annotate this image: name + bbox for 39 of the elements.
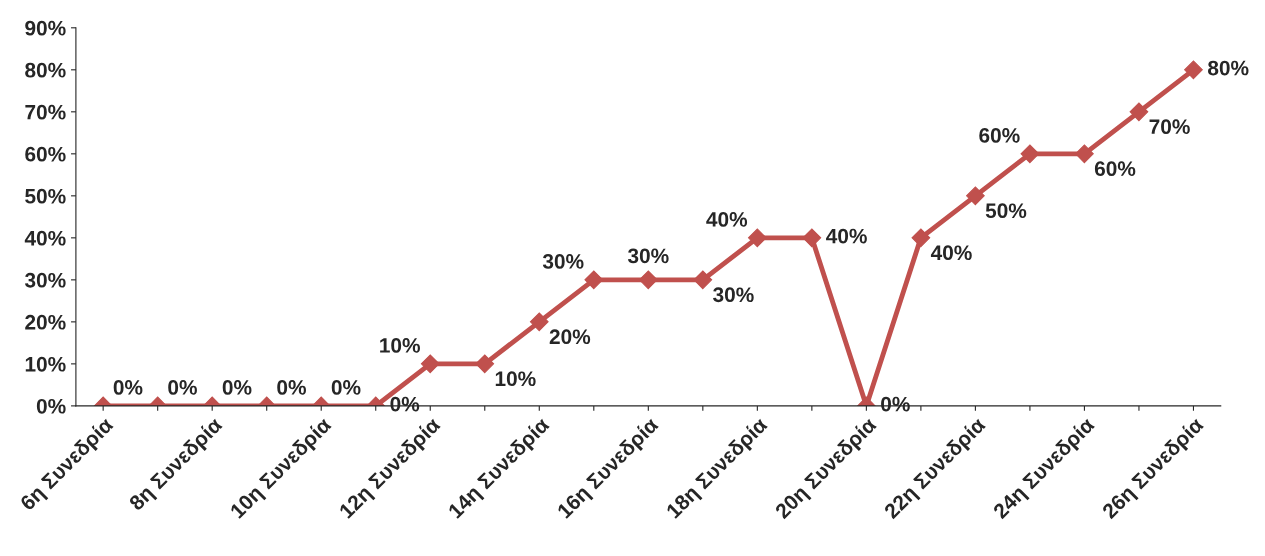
data-label: 80%: [1208, 60, 1249, 76]
data-label: 10%: [380, 338, 420, 353]
y-tick-label: 10%: [25, 356, 66, 372]
data-label: 10%: [495, 371, 536, 387]
data-label: 0%: [277, 380, 306, 395]
y-tick-label: 20%: [25, 314, 66, 330]
data-label: 40%: [826, 228, 867, 244]
y-tick-label: 60%: [25, 146, 66, 162]
point: [747, 228, 767, 248]
y-tick-label: 90%: [25, 20, 66, 36]
data-label: 40%: [930, 245, 972, 261]
point: [966, 186, 985, 206]
data-label: 0%: [113, 380, 143, 395]
data-label: 0%: [222, 380, 252, 395]
data-label: 40%: [706, 212, 748, 227]
point: [1129, 102, 1149, 122]
y-tick-label: 40%: [24, 230, 66, 246]
point: [638, 270, 658, 290]
y-tick-label: 50%: [25, 188, 66, 204]
data-label: 20%: [549, 329, 591, 345]
point: [693, 270, 713, 290]
data-label: 60%: [1094, 161, 1136, 177]
point: [1075, 144, 1094, 164]
data-label: 30%: [713, 287, 754, 303]
data-label: 0%: [168, 380, 197, 395]
data-label: 60%: [979, 128, 1020, 143]
y-tick-label: 30%: [24, 272, 66, 288]
point: [1020, 144, 1040, 164]
data-label: 0%: [331, 380, 361, 395]
data-label: 30%: [627, 248, 669, 264]
y-tick-label: 0%: [36, 398, 66, 414]
data-label: 70%: [1149, 119, 1190, 135]
data-label: 50%: [985, 203, 1027, 219]
y-tick-label: 80%: [25, 62, 66, 78]
y-tick-label: 70%: [25, 104, 66, 120]
point: [802, 228, 822, 248]
point: [584, 270, 604, 290]
data-label: 30%: [542, 254, 584, 269]
point: [911, 228, 931, 248]
